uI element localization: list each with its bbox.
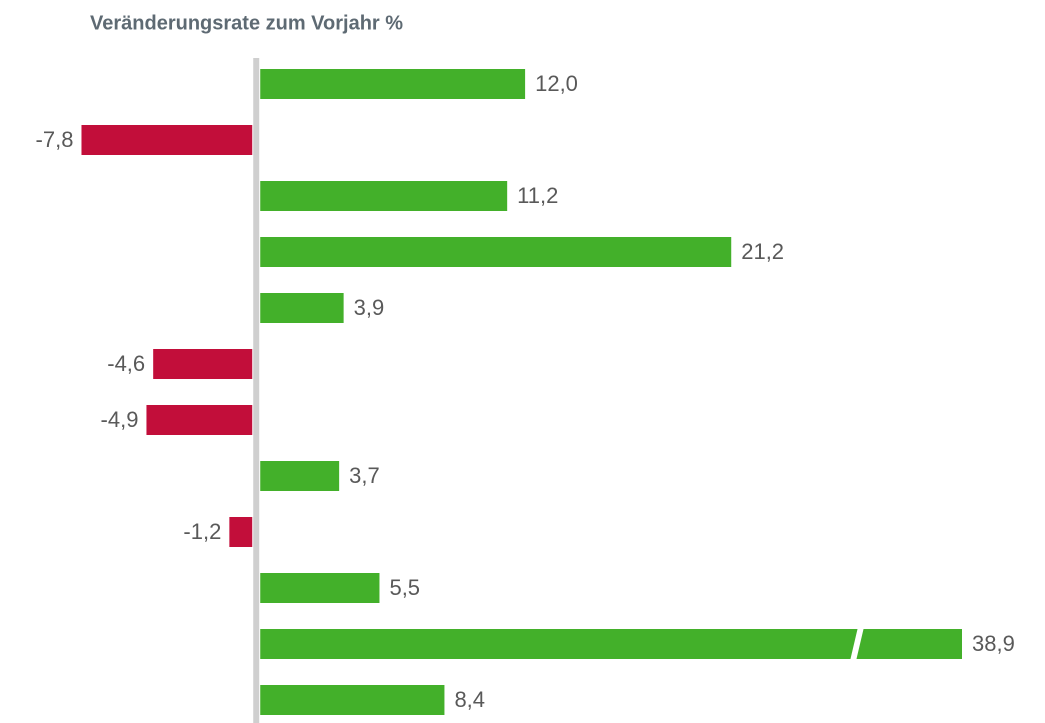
value-label: 21,2 <box>741 239 784 264</box>
bar <box>153 349 253 379</box>
bar <box>146 405 253 435</box>
axis-break <box>850 627 864 661</box>
bar <box>229 517 253 547</box>
bar <box>260 181 508 211</box>
bar <box>260 293 344 323</box>
value-label: -1,2 <box>183 519 221 544</box>
zero-axis <box>253 58 260 723</box>
chart-title: Veränderungsrate zum Vorjahr % <box>90 12 403 34</box>
value-label: -4,6 <box>107 351 145 376</box>
value-label: -7,8 <box>36 127 74 152</box>
bar <box>260 629 963 659</box>
value-label: 8,4 <box>454 687 485 712</box>
bar <box>260 461 340 491</box>
value-label: 3,7 <box>349 463 380 488</box>
bar <box>81 125 253 155</box>
value-label: 3,9 <box>354 295 385 320</box>
value-label: -4,9 <box>101 407 139 432</box>
bar <box>260 237 732 267</box>
value-label: 11,2 <box>517 183 558 208</box>
bar <box>260 685 445 715</box>
value-label: 38,9 <box>972 631 1015 656</box>
bar <box>260 69 526 99</box>
bar <box>260 573 380 603</box>
value-label: 5,5 <box>389 575 420 600</box>
value-label: 12,0 <box>535 71 578 96</box>
